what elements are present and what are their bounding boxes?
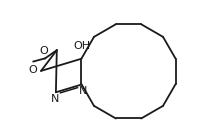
- Text: N: N: [51, 94, 59, 104]
- Text: N: N: [79, 86, 88, 96]
- Text: OH: OH: [74, 41, 91, 51]
- Text: O: O: [40, 46, 49, 56]
- Text: O: O: [29, 65, 37, 75]
